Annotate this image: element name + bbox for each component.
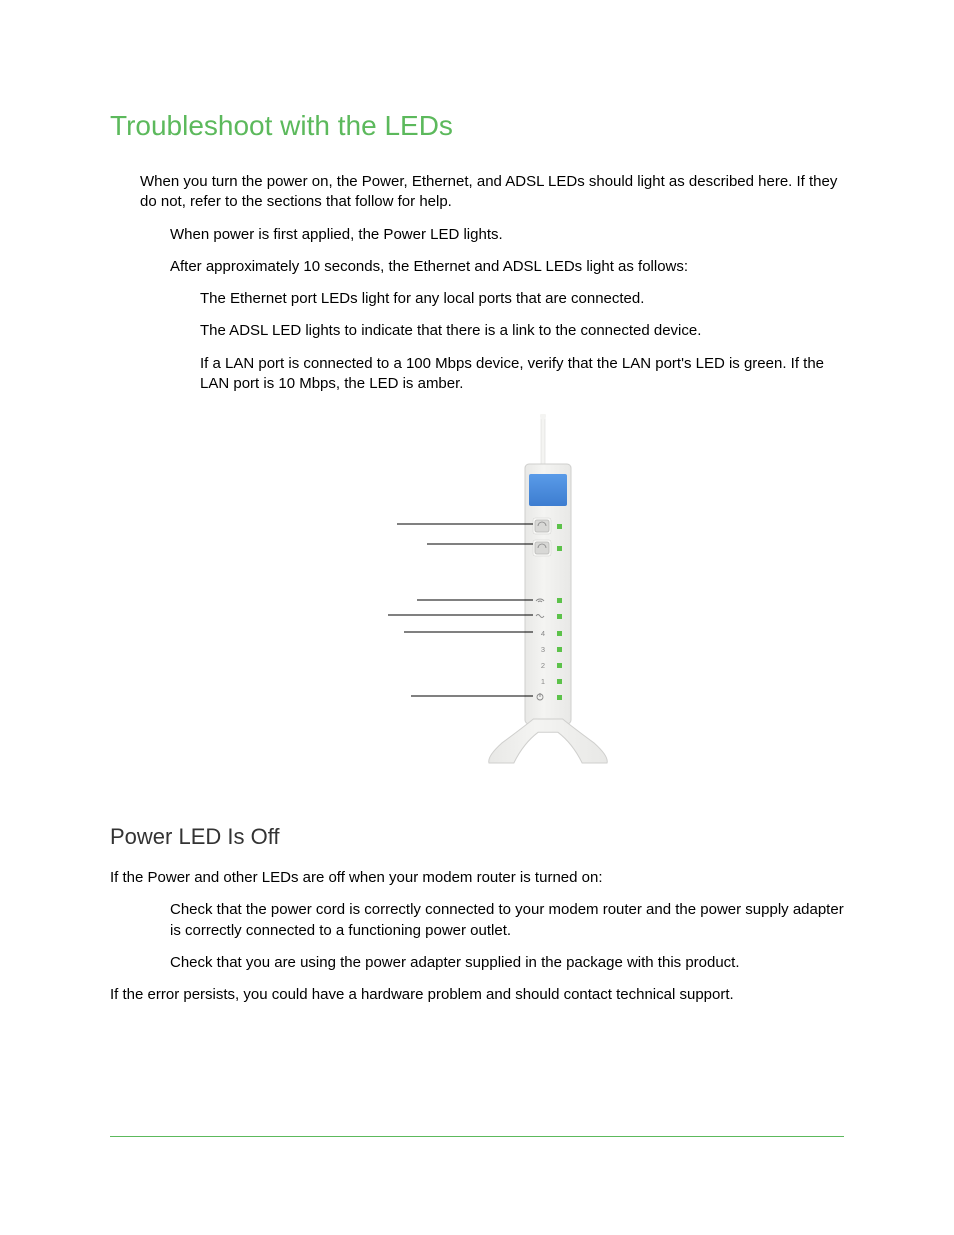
- power-off-end: If the error persists, you could have a …: [110, 985, 844, 1005]
- bullet-ethernet-leds: The Ethernet port LEDs light for any loc…: [110, 289, 844, 309]
- bullet-power-first: When power is first applied, the Power L…: [110, 225, 844, 245]
- svg-text:4: 4: [541, 629, 545, 638]
- intro-paragraph: When you turn the power on, the Power, E…: [110, 172, 844, 213]
- svg-text:3: 3: [541, 645, 545, 654]
- bullet-after-10s: After approximately 10 seconds, the Ethe…: [110, 257, 844, 277]
- svg-text:1: 1: [541, 677, 545, 686]
- power-off-check-adapter: Check that you are using the power adapt…: [110, 953, 844, 973]
- router-figure: 4 3 2 1: [287, 414, 667, 784]
- svg-text:2: 2: [541, 661, 545, 670]
- bullet-lan-speed: If a LAN port is connected to a 100 Mbps…: [110, 354, 844, 395]
- footer-rule: [110, 1136, 844, 1137]
- bullet-adsl-led: The ADSL LED lights to indicate that the…: [110, 321, 844, 341]
- page-title: Troubleshoot with the LEDs: [110, 110, 844, 142]
- power-off-intro: If the Power and other LEDs are off when…: [110, 868, 844, 888]
- power-off-check-cord: Check that the power cord is correctly c…: [110, 900, 844, 941]
- section-power-off-title: Power LED Is Off: [110, 824, 844, 850]
